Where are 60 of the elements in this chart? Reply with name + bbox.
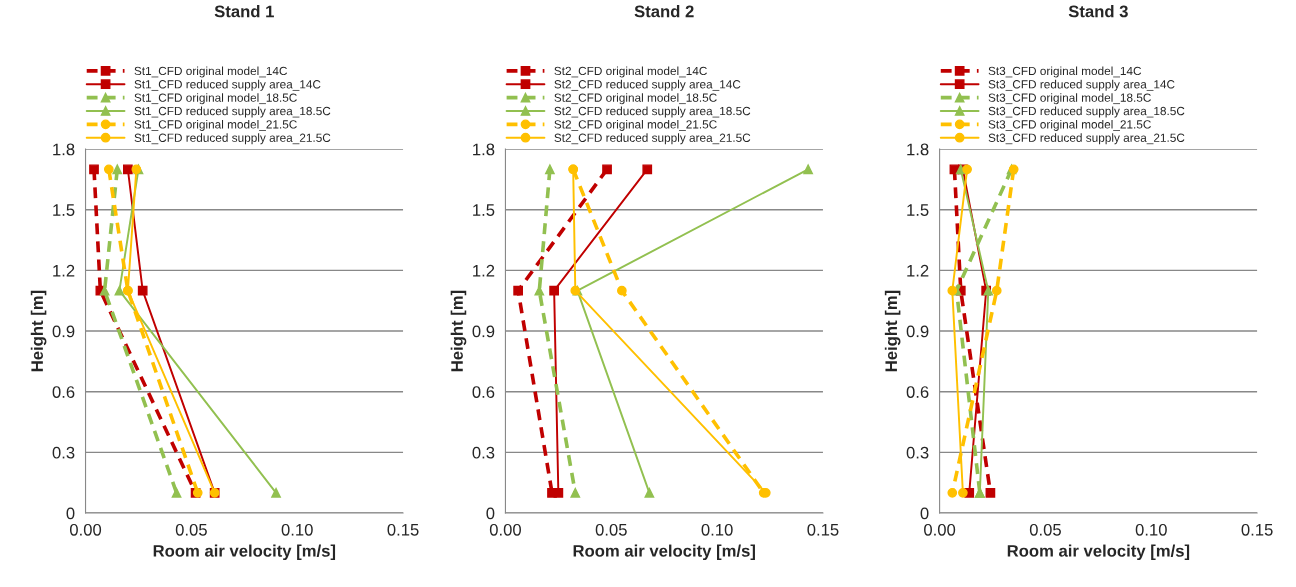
legend-label: St1_CFD original model_18.5C [134, 93, 297, 105]
x-axis-title: Room air velocity [m/s] [153, 544, 336, 561]
y-axis-title: Height [m] [30, 290, 47, 372]
y-tick-label: 0 [66, 507, 75, 520]
x-axis-title: Room air velocity [m/s] [1007, 544, 1190, 561]
chart-title: Stand 3 [1068, 5, 1128, 18]
y-tick-label: 1.2 [473, 264, 495, 277]
y-tick-label: 0.3 [472, 446, 495, 459]
legend-label: St1_CFD reduced supply area_18.5C [134, 106, 331, 118]
x-tick-label: 0.05 [175, 523, 207, 536]
legend-label: St2_CFD original model_14C [554, 66, 707, 78]
legend-label: St1_CFD reduced supply area_14C [134, 79, 321, 91]
y-tick-label: 1.2 [53, 264, 75, 277]
legend-label: St3_CFD reduced supply area_21.5C [988, 133, 1185, 145]
x-tick-label: 0.05 [1029, 523, 1061, 536]
y-tick-label: 1.8 [907, 143, 929, 156]
x-tick-label: 0.10 [701, 523, 733, 536]
legend-label: St2_CFD original model_21.5C [554, 119, 717, 131]
x-tick-label: 0.05 [595, 523, 627, 536]
x-tick-label: 0.10 [281, 523, 313, 536]
legend-label: St2_CFD original model_18.5C [554, 93, 717, 105]
chart-title: Stand 2 [634, 5, 694, 18]
legend-label: St3_CFD original model_21.5C [988, 119, 1151, 131]
y-tick-label: 0 [486, 507, 495, 520]
x-tick-label: 0.00 [924, 523, 956, 536]
y-axis-title: Height [m] [884, 290, 901, 372]
legend-label: St3_CFD reduced supply area_14C [988, 79, 1175, 91]
y-tick-label: 0.9 [52, 325, 75, 338]
legend-label: St3_CFD original model_18.5C [988, 93, 1151, 105]
legend-label: St1_CFD original model_14C [134, 66, 288, 78]
y-tick-label: 1.2 [907, 264, 929, 277]
y-tick-label: 0.3 [906, 446, 929, 459]
y-tick-label: 1.8 [53, 143, 75, 156]
x-tick-label: 0.10 [1135, 523, 1167, 536]
x-tick-label: 0.15 [387, 523, 419, 536]
legend-label: St2_CFD reduced supply area_21.5C [554, 133, 751, 145]
x-axis-title: Room air velocity [m/s] [573, 544, 755, 561]
y-tick-label: 0.9 [472, 325, 495, 338]
x-tick-label: 0.15 [1241, 523, 1273, 536]
y-tick-label: 0 [920, 507, 929, 520]
legend-label: St2_CFD reduced supply area_14C [554, 79, 741, 91]
legend-label: St2_CFD reduced supply area_18.5C [554, 106, 751, 118]
legend-label: St1_CFD original model_21.5C [134, 119, 297, 131]
y-tick-label: 1.5 [53, 204, 75, 216]
y-tick-label: 1.5 [907, 204, 929, 216]
chart-title: Stand 1 [214, 5, 274, 18]
y-tick-label: 0.6 [906, 386, 929, 398]
x-tick-label: 0.00 [69, 523, 102, 536]
legend-label: St3_CFD reduced supply area_18.5C [988, 106, 1185, 118]
legend-label: St1_CFD reduced supply area_21.5C [134, 133, 331, 145]
y-tick-label: 1.5 [473, 204, 495, 216]
x-tick-label: 0.00 [489, 523, 522, 536]
y-tick-label: 1.8 [473, 143, 495, 156]
x-tick-label: 0.15 [807, 523, 839, 536]
y-tick-label: 0.3 [52, 446, 75, 459]
legend-label: St3_CFD original model_14C [988, 66, 1142, 78]
y-tick-label: 0.9 [906, 325, 929, 338]
y-axis-title: Height [m] [450, 290, 467, 372]
y-tick-label: 0.6 [472, 386, 495, 398]
y-tick-label: 0.6 [52, 386, 75, 398]
